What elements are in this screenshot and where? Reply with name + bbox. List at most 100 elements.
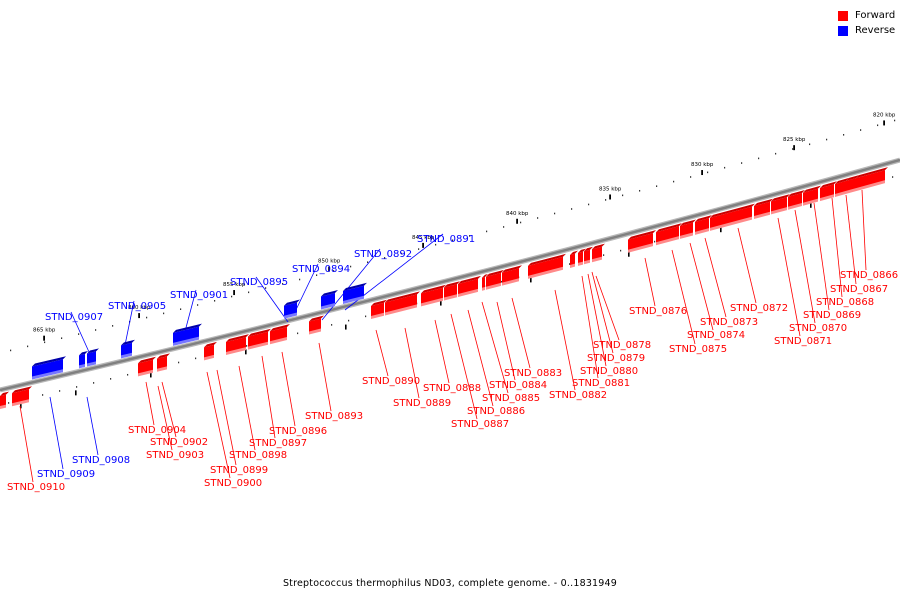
forward-gene	[157, 356, 167, 369]
reverse-gene-label: STND_0909	[37, 469, 95, 480]
tick-label: 820 kbp	[873, 112, 896, 118]
forward-gene	[771, 197, 787, 212]
tick-mark	[138, 313, 140, 319]
forward-gene-top	[444, 281, 460, 288]
track-dot	[367, 261, 369, 264]
forward-gene-label: STND_0893	[305, 411, 363, 422]
forward-gene	[710, 206, 752, 228]
track-dot	[877, 124, 879, 127]
track-dot	[622, 194, 624, 197]
track-dot	[724, 166, 726, 169]
reverse-gene-top	[173, 323, 202, 333]
forward-gene-top	[502, 265, 522, 273]
forward-gene-label-leader	[261, 355, 276, 439]
track-dot	[792, 148, 794, 150]
forward-gene-top	[578, 248, 586, 253]
track-dot-lower	[246, 345, 248, 347]
track-dot-lower	[178, 361, 180, 364]
forward-gene-label: STND_0874	[687, 330, 745, 341]
forward-gene-label-leader	[467, 309, 494, 407]
forward-gene-top	[138, 356, 156, 364]
forward-gene-top	[157, 353, 170, 359]
forward-gene-label-leader	[375, 329, 389, 377]
tick-mark	[516, 218, 518, 224]
reverse-gene-top	[79, 350, 88, 356]
tick-mark-lower	[20, 403, 22, 409]
track-dot-lower	[42, 394, 44, 396]
forward-gene-label-leader	[591, 271, 614, 354]
map-caption: Streptococcus thermophilus ND03, complet…	[282, 578, 618, 589]
forward-gene-top	[592, 243, 605, 250]
forward-gene-label-leader	[831, 197, 843, 298]
forward-gene-top	[486, 269, 504, 277]
forward-gene	[226, 337, 246, 353]
forward-gene-top	[482, 274, 488, 278]
tick-mark	[701, 170, 703, 176]
reverse-gene	[343, 285, 364, 302]
track-dot	[571, 208, 573, 210]
track-dot	[197, 304, 199, 306]
forward-gene-top	[421, 284, 446, 294]
forward-gene-label: STND_0900	[204, 478, 262, 489]
forward-gene	[248, 331, 268, 347]
forward-gene-top	[656, 223, 682, 233]
forward-swatch	[838, 10, 848, 21]
forward-gene-label-leader	[581, 275, 599, 379]
reverse-gene-label: STND_0901	[170, 290, 228, 301]
track-dot	[639, 189, 641, 192]
reverse-gene-label: STND_0895	[230, 277, 288, 288]
forward-gene	[138, 359, 153, 374]
tick-label: 860 kbp	[128, 305, 151, 311]
forward-gene-label-leader	[595, 275, 620, 341]
reverse-gene	[87, 351, 96, 364]
forward-gene-label: STND_0886	[467, 406, 525, 417]
forward-gene-top	[803, 185, 821, 193]
reverse-gene	[79, 353, 85, 366]
reverse-gene-top	[87, 348, 99, 354]
tick-mark	[609, 194, 611, 200]
forward-gene-label-leader	[861, 189, 867, 271]
reverse-gene	[321, 293, 335, 307]
track-dot	[384, 257, 386, 259]
forward-gene-top	[570, 250, 578, 255]
tick-mark	[43, 335, 45, 341]
track-dot	[826, 138, 828, 141]
forward-gene-label-leader	[145, 381, 155, 426]
tick-mark-lower	[530, 277, 532, 283]
forward-gene	[12, 389, 29, 404]
track-dot	[537, 217, 539, 219]
tick-mark-lower	[440, 300, 442, 306]
track-dot	[401, 252, 403, 255]
forward-gene-label-leader	[644, 257, 656, 307]
track-dot	[588, 203, 590, 206]
forward-gene-label: STND_0887	[451, 419, 509, 430]
reverse-gene-label-leader	[321, 248, 381, 321]
track-dot	[163, 312, 165, 315]
track-dot	[282, 282, 284, 285]
reverse-gene	[173, 326, 199, 343]
legend-forward: Forward	[838, 8, 895, 23]
reverse-gene-label-leader	[123, 300, 135, 351]
forward-gene-label: STND_0882	[549, 390, 607, 401]
track-dot-lower	[620, 249, 622, 252]
forward-gene-label: STND_0902	[150, 437, 208, 448]
forward-gene-top	[371, 299, 387, 307]
tick-mark-lower	[810, 202, 812, 208]
reverse-gene-label-leader	[49, 396, 64, 470]
forward-gene	[528, 256, 563, 276]
track-dot-lower	[569, 263, 571, 265]
forward-gene	[0, 394, 6, 406]
forward-gene-label: STND_0885	[482, 393, 540, 404]
forward-gene-label-leader	[671, 249, 696, 345]
track-dot	[78, 333, 80, 335]
forward-gene-label-leader	[157, 385, 173, 451]
label-leader-lines	[19, 189, 867, 483]
reverse-gene-label: STND_0908	[72, 455, 130, 466]
forward-gene-label: STND_0880	[580, 366, 638, 377]
tick-marks: 820 kbp 825 kbp 830 kbp 835 kbp 840 kbp 845 k…	[20, 112, 896, 409]
forward-gene-label-leader	[281, 351, 296, 427]
forward-gene-label: STND_0870	[789, 323, 847, 334]
forward-gene-label-leader	[161, 381, 177, 438]
reverse-gene	[32, 359, 63, 377]
forward-gene-top	[528, 253, 566, 266]
